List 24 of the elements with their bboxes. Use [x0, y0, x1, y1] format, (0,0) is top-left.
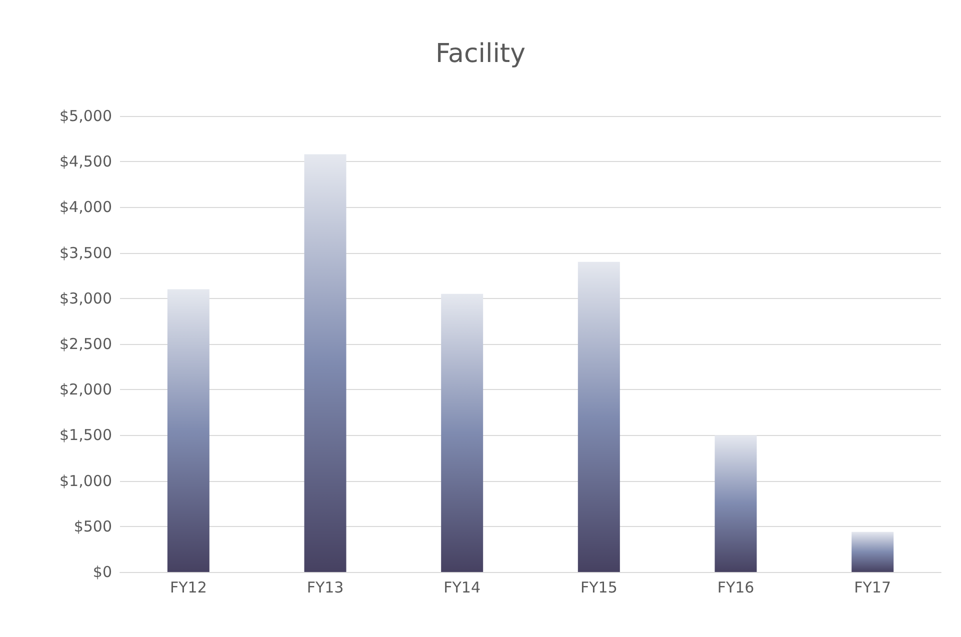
bar [578, 262, 620, 572]
bar [441, 294, 484, 572]
y-tick-label: $5,000 [60, 107, 112, 125]
y-tick-label: $1,500 [60, 426, 112, 444]
y-tick-label: $4,000 [60, 198, 112, 216]
y-tick-label: $3,000 [60, 289, 112, 308]
y-tick-label: $2,000 [60, 380, 112, 399]
y-tick-label: $4,500 [60, 152, 112, 171]
x-tick-label: FY15 [580, 578, 618, 596]
bar [167, 289, 210, 572]
y-tick-label: $2,500 [60, 335, 112, 353]
x-tick-label: FY13 [306, 578, 344, 596]
y-tick-label: $500 [74, 517, 112, 536]
bar [852, 532, 894, 572]
y-tick-label: $0 [92, 563, 112, 581]
x-tick-label: FY17 [854, 578, 892, 596]
y-tick-label: $3,500 [60, 244, 112, 262]
chart-title: Facility [435, 39, 526, 69]
x-tick-label: FY12 [170, 578, 207, 596]
y-tick-label: $1,000 [60, 472, 112, 490]
x-tick-label: FY14 [444, 578, 481, 596]
bar [714, 435, 757, 572]
x-tick-label: FY16 [717, 578, 754, 596]
bar [304, 154, 346, 572]
